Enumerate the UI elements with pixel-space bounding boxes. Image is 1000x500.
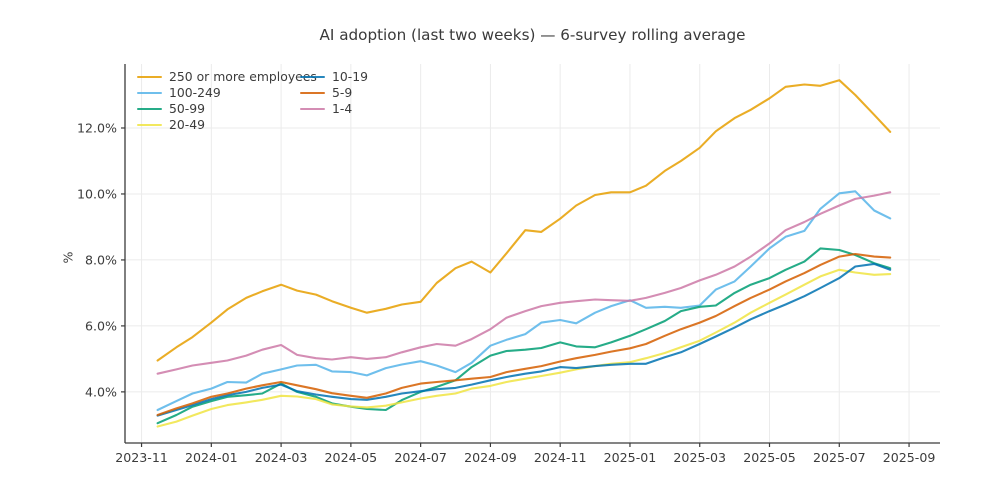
x-tick-label: 2025-09: [883, 450, 936, 465]
legend-label: 1-4: [332, 101, 353, 116]
x-tick-label: 2023-11: [115, 450, 168, 465]
x-tick-label: 2025-01: [604, 450, 657, 465]
legend-item: 100-249: [137, 85, 221, 101]
x-tick-label: 2024-07: [394, 450, 447, 465]
legend-item: 250 or more employees: [137, 69, 317, 85]
chart-title: AI adoption (last two weeks) — 6-survey …: [319, 26, 746, 44]
legend-label: 100-249: [169, 85, 221, 100]
legend-label: 10-19: [332, 69, 369, 84]
legend-swatch: [137, 107, 162, 111]
y-tick-label: 4.0%: [85, 384, 117, 399]
line-10-19: [156, 262, 892, 417]
legend-label: 5-9: [332, 85, 353, 100]
line-100-249: [156, 190, 892, 412]
y-tick-label: 10.0%: [77, 186, 117, 201]
legend-swatch: [137, 91, 162, 95]
x-tick-label: 2024-11: [534, 450, 587, 465]
x-tick-label: 2025-07: [813, 450, 866, 465]
line-5-9: [156, 252, 892, 417]
x-tick-label: 2024-03: [255, 450, 308, 465]
legend-swatch: [300, 91, 325, 95]
legend-label: 250 or more employees: [169, 69, 317, 84]
y-tick-label: 8.0%: [85, 252, 117, 267]
y-tick-label: 12.0%: [77, 120, 117, 135]
legend-item: 1-4: [300, 101, 352, 117]
legend-label: 50-99: [169, 101, 206, 116]
line-250 or more employees: [156, 79, 892, 362]
x-tick-label: 2024-09: [464, 450, 517, 465]
y-tick-label: 6.0%: [85, 318, 117, 333]
legend-swatch: [137, 123, 162, 127]
legend-item: 20-49: [137, 117, 205, 133]
legend-swatch: [137, 75, 162, 79]
line-1-4: [156, 191, 892, 375]
line-20-49: [156, 268, 892, 428]
legend-label: 20-49: [169, 117, 206, 132]
line-50-99: [156, 247, 892, 425]
legend-item: 10-19: [300, 69, 368, 85]
legend-item: 5-9: [300, 85, 352, 101]
legend-item: 50-99: [137, 101, 205, 117]
legend-swatch: [300, 107, 325, 111]
x-tick-label: 2024-05: [325, 450, 378, 465]
legend-swatch: [300, 75, 325, 79]
x-tick-label: 2025-05: [743, 450, 796, 465]
x-tick-label: 2025-03: [673, 450, 726, 465]
x-tick-label: 2024-01: [185, 450, 238, 465]
